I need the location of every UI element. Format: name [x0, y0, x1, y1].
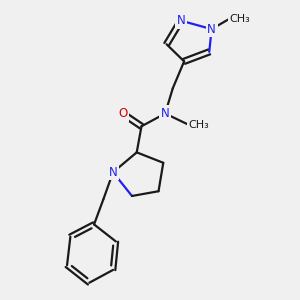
Text: CH₃: CH₃: [230, 14, 250, 24]
Text: N: N: [109, 166, 117, 179]
Text: N: N: [161, 107, 170, 120]
Text: N: N: [176, 14, 185, 27]
Text: N: N: [207, 22, 216, 36]
Text: CH₃: CH₃: [189, 120, 210, 130]
Text: O: O: [118, 107, 127, 120]
